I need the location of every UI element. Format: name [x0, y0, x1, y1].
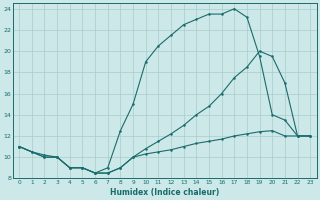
X-axis label: Humidex (Indice chaleur): Humidex (Indice chaleur) — [110, 188, 219, 197]
